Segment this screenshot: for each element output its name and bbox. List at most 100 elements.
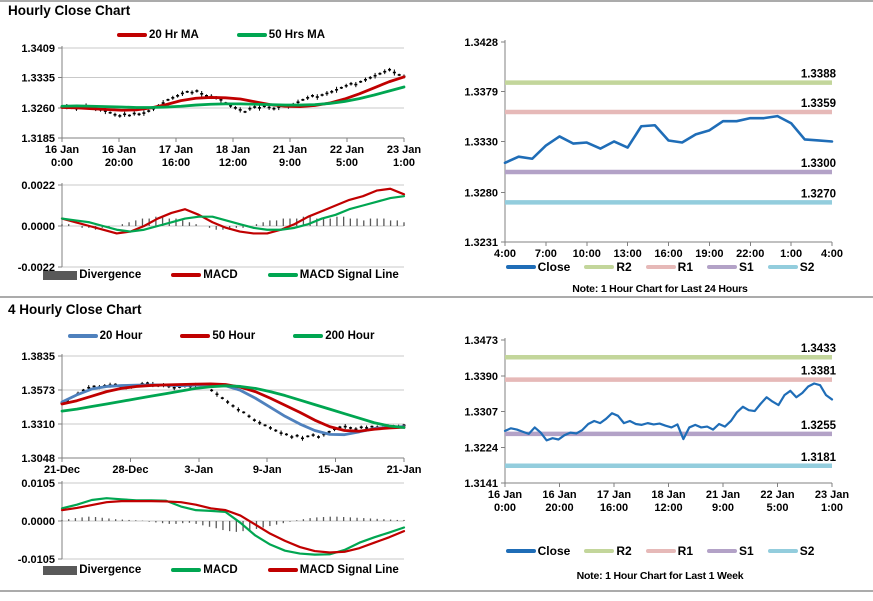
svg-text:4:00: 4:00 (494, 248, 516, 260)
svg-text:23 Jan: 23 Jan (815, 489, 850, 501)
svg-text:9:00: 9:00 (712, 502, 734, 514)
legend-label: S2 (799, 544, 815, 558)
svg-text:22 Jan: 22 Jan (330, 144, 365, 156)
svg-text:18 Jan: 18 Jan (651, 489, 686, 501)
svg-text:1.3379: 1.3379 (464, 87, 498, 99)
four-hourly-ma-legend: 20 Hour 50 Hour 200 Hour (8, 330, 434, 342)
svg-text:1.3255: 1.3255 (801, 420, 837, 432)
legend-swatch (505, 549, 536, 553)
svg-text:22 Jan: 22 Jan (760, 489, 795, 501)
svg-text:12:00: 12:00 (219, 157, 247, 169)
hourly-pivot-note: Note: 1 Hour Chart for Last 24 Hours (572, 283, 748, 295)
svg-text:21-Jan: 21-Jan (387, 464, 422, 476)
legend-swatch (584, 549, 615, 553)
svg-text:0.0022: 0.0022 (21, 180, 55, 192)
legend-swatch (505, 265, 536, 269)
svg-text:1.3381: 1.3381 (801, 366, 837, 378)
legend-item-s2: S2 (767, 544, 815, 558)
svg-text:20:00: 20:00 (545, 502, 573, 514)
svg-text:17 Jan: 17 Jan (597, 489, 632, 501)
legend-item-macd-signal-line: MACD Signal Line (267, 269, 399, 281)
legend-swatch (645, 549, 676, 553)
legend-item-divergence: Divergence (43, 564, 141, 576)
legend-label: S2 (799, 260, 815, 274)
legend-label: 200 Hour (325, 330, 375, 342)
legend-swatch (767, 265, 798, 269)
svg-text:4:00: 4:00 (821, 248, 843, 260)
svg-text:16 Jan: 16 Jan (488, 489, 523, 501)
legend-swatch (43, 270, 78, 280)
legend-item-r2: R2 (584, 260, 632, 274)
legend-label: MACD (203, 269, 238, 281)
svg-text:1.3409: 1.3409 (21, 43, 55, 55)
hourly-macd-legend: Divergence MACD MACD Signal Line (8, 269, 434, 281)
legend-swatch (293, 334, 324, 338)
svg-text:1.3141: 1.3141 (464, 478, 498, 490)
legend-label: S1 (739, 544, 754, 558)
legend-label: Divergence (79, 564, 142, 576)
legend-label: R2 (616, 544, 632, 558)
four-hourly-macd-legend: Divergence MACD MACD Signal Line (8, 564, 434, 576)
legend-label: Close (537, 544, 571, 558)
legend-swatch (645, 265, 676, 269)
svg-text:1.3433: 1.3433 (801, 343, 836, 355)
top-divider (0, 0, 873, 2)
svg-text:13:00: 13:00 (614, 248, 642, 260)
svg-text:20:00: 20:00 (105, 157, 133, 169)
svg-text:10:00: 10:00 (573, 248, 601, 260)
legend-label: R1 (677, 544, 693, 558)
legend-label: 20 Hour (99, 330, 143, 342)
legend-swatch (584, 265, 615, 269)
legend-item-divergence: Divergence (43, 269, 141, 281)
svg-text:23 Jan: 23 Jan (387, 144, 422, 156)
svg-text:1.3428: 1.3428 (464, 37, 498, 49)
legend-swatch (767, 549, 798, 553)
svg-text:1.3224: 1.3224 (464, 442, 499, 454)
svg-text:9-Jan: 9-Jan (253, 464, 282, 476)
legend-item-s1: S1 (707, 544, 754, 558)
svg-text:1.3359: 1.3359 (801, 98, 836, 110)
legend-label: R2 (616, 260, 632, 274)
svg-text:-0.0105: -0.0105 (18, 554, 55, 566)
legend-item-50-hour: 50 Hour (180, 330, 255, 342)
svg-text:16 Jan: 16 Jan (542, 489, 577, 501)
legend-swatch (707, 265, 737, 269)
svg-text:0.0000: 0.0000 (21, 221, 55, 233)
svg-text:1.3310: 1.3310 (21, 419, 55, 431)
legend-swatch (171, 273, 202, 277)
svg-text:16:00: 16:00 (654, 248, 682, 260)
svg-text:1:00: 1:00 (780, 248, 802, 260)
svg-text:0:00: 0:00 (51, 157, 73, 169)
svg-text:1.3335: 1.3335 (21, 73, 55, 85)
svg-text:1.3573: 1.3573 (21, 385, 55, 397)
legend-item-50-hrs-ma: 50 Hrs MA (236, 29, 325, 41)
legend-item-s1: S1 (707, 260, 754, 274)
svg-text:1.3835: 1.3835 (21, 351, 55, 363)
legend-item-200-hour: 200 Hour (293, 330, 374, 342)
legend-label: R1 (677, 260, 693, 274)
svg-text:1.3270: 1.3270 (801, 188, 836, 200)
svg-text:21 Jan: 21 Jan (706, 489, 741, 501)
legend-swatch (116, 33, 147, 37)
legend-item-r2: R2 (584, 544, 632, 558)
svg-text:1.3280: 1.3280 (464, 187, 498, 199)
svg-text:19:00: 19:00 (695, 248, 723, 260)
legend-label: 50 Hour (212, 330, 256, 342)
legend-item-r1: R1 (645, 544, 693, 558)
svg-text:0:00: 0:00 (494, 502, 516, 514)
legend-label: MACD Signal Line (299, 564, 399, 576)
legend-label: 20 Hr MA (148, 29, 199, 41)
svg-text:7:00: 7:00 (535, 248, 557, 260)
svg-text:1.3231: 1.3231 (464, 237, 498, 249)
svg-text:1.3307: 1.3307 (464, 407, 498, 419)
weekly-pivot-note: Note: 1 Hour Chart for Last 1 Week (576, 570, 744, 582)
legend-item-r1: R1 (645, 260, 693, 274)
legend-label: MACD (203, 564, 238, 576)
legend-item-20-hour: 20 Hour (67, 330, 143, 342)
svg-text:1.3048: 1.3048 (21, 453, 55, 465)
legend-label: MACD Signal Line (299, 269, 399, 281)
four-hourly-macd-chart: 0.0105 0.0000 -0.0105 (18, 478, 406, 566)
legend-label: Close (537, 260, 571, 274)
